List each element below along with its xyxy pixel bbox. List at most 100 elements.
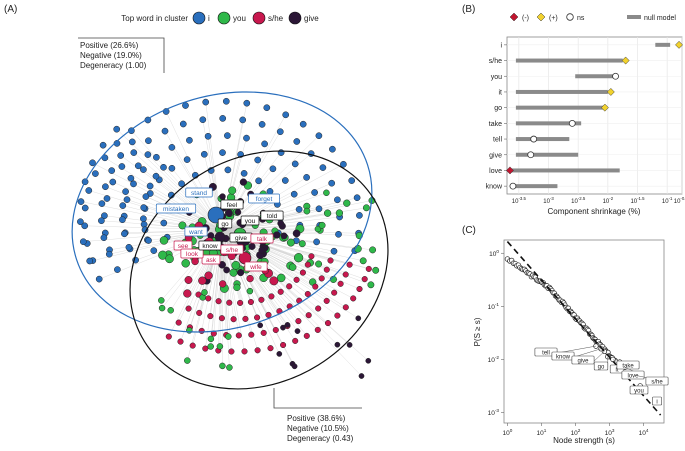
network-edge [116, 129, 223, 231]
network-node-i [219, 115, 227, 122]
legend-i-label: i [208, 14, 210, 23]
network-node-i [79, 238, 87, 246]
network-node-i [117, 152, 125, 159]
network-node-she [314, 326, 321, 333]
network-node-you [288, 263, 297, 271]
network-node-she [331, 289, 338, 296]
network-node-you [178, 221, 187, 230]
network-node-i [128, 127, 135, 135]
dot-range-row-label: tell [493, 137, 502, 144]
network-node-i [261, 140, 268, 148]
network-node-she [184, 276, 193, 284]
network-node-she [183, 289, 192, 298]
dot-range-row-label: take [489, 121, 502, 128]
network-node-she [247, 298, 254, 306]
dot-range-row-label: s/he [489, 58, 502, 65]
network-node-i [295, 206, 303, 213]
network-node-i [243, 99, 251, 107]
network-node-give [291, 363, 298, 370]
network-node-i [243, 134, 250, 142]
network-node-you [298, 240, 306, 248]
network-node-i [222, 97, 230, 105]
network-node-i [219, 149, 226, 156]
dot-range-row-label: i [500, 42, 502, 49]
network-node-i [123, 196, 131, 203]
network-node-i [182, 102, 189, 109]
dot-range-null-bar [515, 121, 582, 126]
dot-range-null-bar [575, 74, 617, 79]
network-node-i [269, 165, 277, 173]
network-edge [221, 223, 281, 231]
scatter-label-leader [593, 351, 605, 362]
scatter-xlabel: Node strength (s) [553, 436, 615, 445]
network-node-i [315, 205, 323, 213]
network-node-she [226, 299, 233, 306]
network-node-you [323, 189, 330, 197]
network-node-i [140, 204, 148, 211]
scatter-label-box [629, 385, 649, 395]
network-node-i [95, 275, 103, 283]
network-node-give [284, 322, 291, 328]
node-label-box [184, 226, 208, 237]
node-label-box [155, 203, 197, 214]
scatter-y-tick-label: 10-2 [488, 355, 500, 364]
network-node-i [99, 141, 107, 149]
network-node-give [273, 231, 281, 239]
network-edge [131, 130, 223, 231]
network-node-she [235, 332, 242, 339]
network-node-i [254, 156, 262, 164]
scatter-y-tick-label: 10-3 [488, 408, 500, 417]
scatter-point-label: s/he [651, 380, 663, 386]
network-node-i [299, 120, 307, 128]
network-node-i [329, 145, 336, 153]
network-node-she [177, 338, 184, 345]
network-node-i [150, 247, 158, 254]
network-node-i [186, 136, 193, 144]
network-node-i [119, 216, 126, 224]
network-node-i [160, 163, 167, 171]
network-node-i [102, 183, 109, 191]
network-node-give [346, 342, 353, 348]
network-node-give [225, 209, 233, 217]
network-nodes [77, 97, 380, 379]
network-node-give [334, 341, 341, 348]
dot-range-plot-frame [506, 36, 683, 195]
node-label-box [180, 248, 204, 259]
scatter-label-box [571, 355, 595, 365]
dot-range-x-tick-label: 10-1 [662, 196, 673, 205]
node-label-wife: wife [249, 264, 262, 271]
network-node-i [183, 156, 191, 163]
dot-range-null-bar [512, 184, 558, 189]
scatter-label-box [621, 370, 645, 380]
dot-range-marker-pos [600, 103, 609, 112]
scatter-point-label: go [598, 365, 605, 371]
dot-range-null-bar [655, 42, 671, 47]
network-node-give [365, 357, 372, 364]
legend-i-swatch [192, 11, 206, 25]
network-node-i [145, 237, 152, 244]
network-node-she [246, 274, 254, 283]
network-node-give [280, 232, 288, 240]
network-node-i [119, 202, 127, 209]
node-label-told: told [267, 213, 278, 220]
network-node-give [218, 261, 226, 269]
network-node-she [272, 326, 279, 334]
network-node-you [343, 199, 351, 207]
network-edge [221, 177, 307, 231]
network-node-labels: stand mistaken feel forget want see give askloo… [155, 187, 284, 272]
network-node-i [108, 167, 116, 174]
network-node-i [266, 188, 274, 195]
network-node-you [184, 357, 191, 364]
scatter-x-tick-label: 101 [537, 428, 547, 437]
panel-b-label: (B) [462, 4, 475, 15]
network-node-i [125, 243, 133, 251]
dot-range-row-label: know [486, 184, 503, 191]
network-node-give [248, 242, 256, 250]
dot-range-marker-ns [509, 182, 517, 190]
network-node-i [178, 180, 185, 188]
legend-pos-label: (+) [549, 15, 558, 22]
network-node-she [304, 261, 311, 268]
network-node-i [200, 150, 208, 158]
network-node-give [237, 269, 245, 277]
node-label-talk: talk [257, 236, 268, 243]
